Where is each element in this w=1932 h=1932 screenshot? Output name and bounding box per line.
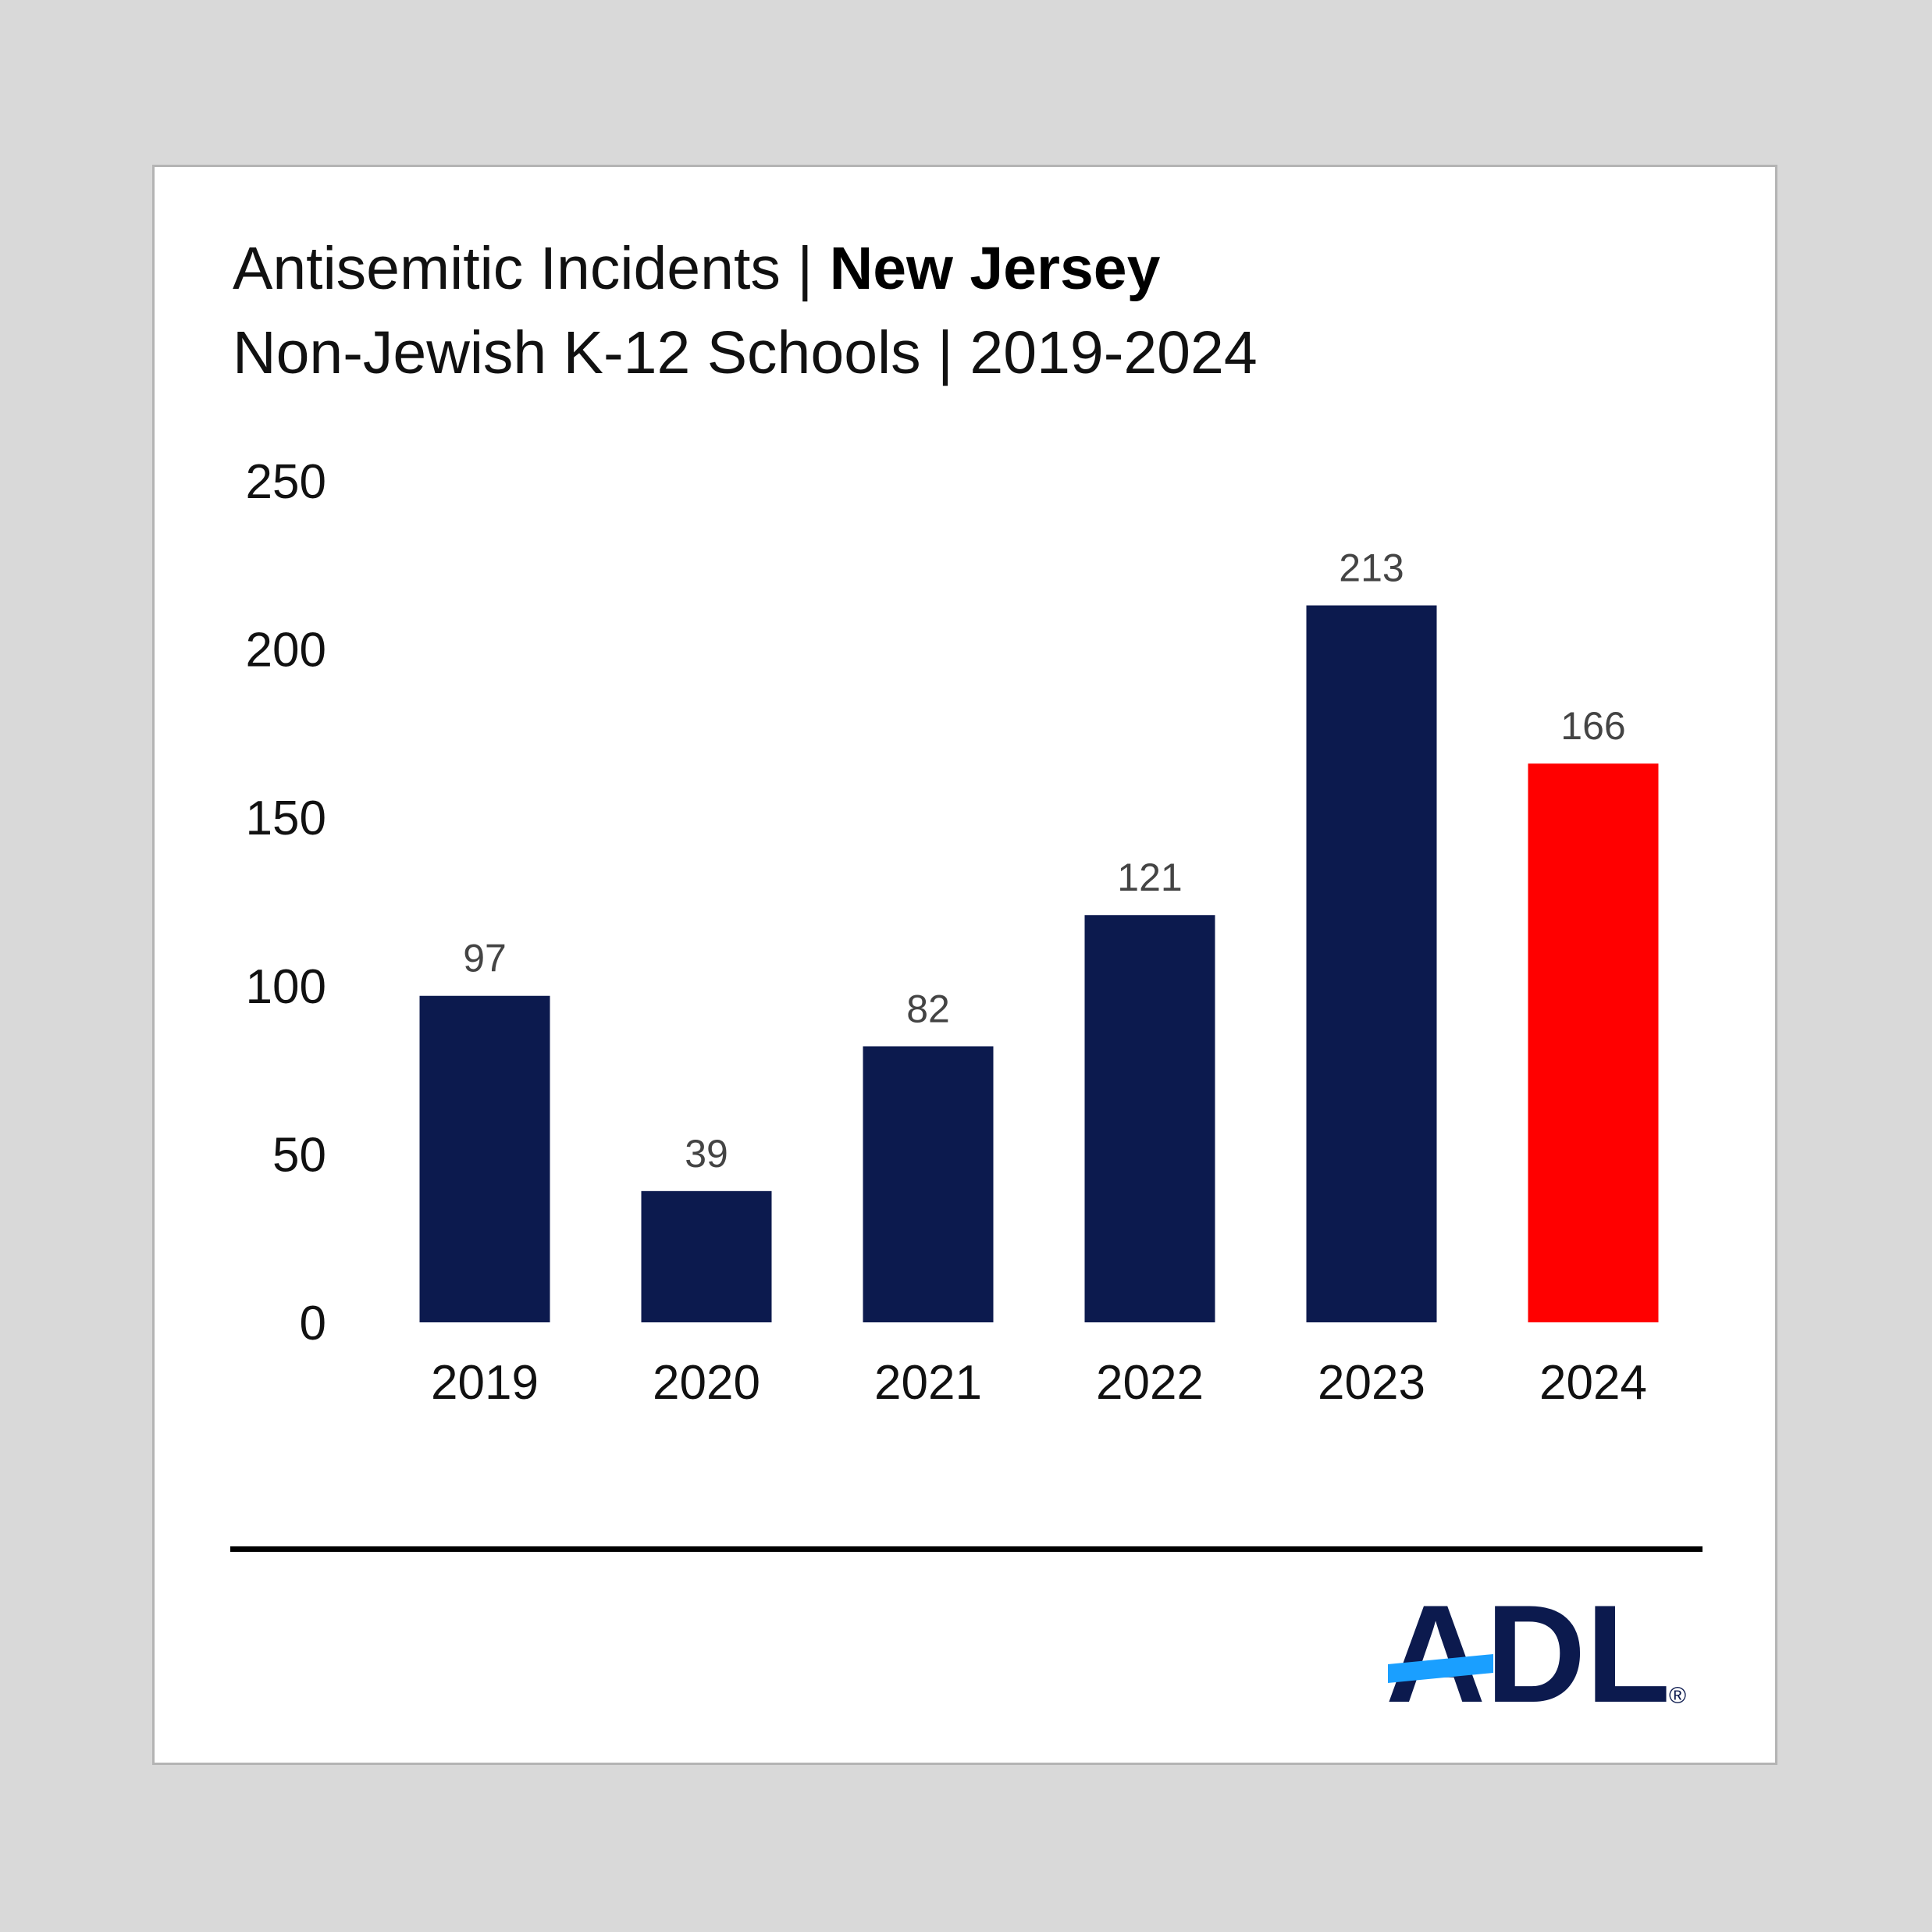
bar-2019 (419, 995, 550, 1322)
adl-logo-accent-stroke (1388, 1654, 1493, 1683)
x-tick-label-2024: 2024 (1539, 1356, 1647, 1410)
y-tick-label: 150 (246, 792, 326, 845)
chart-card (152, 165, 1777, 1765)
y-tick-label: 0 (300, 1297, 326, 1350)
data-label-2022: 121 (1117, 856, 1182, 899)
bar-2021 (863, 1046, 994, 1322)
chart-title: Antisemitic Incidents | New Jersey (233, 228, 1160, 309)
data-label-2021: 82 (906, 987, 950, 1030)
bar-2022 (1084, 915, 1215, 1322)
x-tick-label-2021: 2021 (874, 1356, 982, 1410)
x-tick-label-2022: 2022 (1096, 1356, 1204, 1410)
data-label-2023: 213 (1339, 546, 1404, 590)
data-label-2020: 39 (685, 1132, 728, 1176)
title-prefix: Antisemitic Incidents | (233, 235, 830, 302)
divider-rule (230, 1546, 1703, 1552)
data-label-2019: 97 (463, 937, 507, 980)
x-tick-label-2019: 2019 (431, 1356, 539, 1410)
y-tick-label: 100 (246, 960, 326, 1014)
chart-subtitle: Non-Jewish K-12 Schools | 2019-2024 (233, 319, 1258, 386)
title-state: New Jersey (829, 235, 1161, 302)
y-tick-label: 50 (272, 1128, 326, 1182)
y-tick-label: 200 (246, 624, 326, 678)
adl-logo: ADL ® (1386, 1589, 1686, 1713)
x-tick-label-2023: 2023 (1318, 1356, 1425, 1410)
bar-2020 (641, 1190, 772, 1322)
bar-2024 (1528, 763, 1659, 1322)
adl-logo-text: ADL (1386, 1589, 1670, 1713)
y-tick-label: 250 (246, 455, 326, 509)
x-tick-label-2020: 2020 (653, 1356, 760, 1410)
data-label-2024: 166 (1560, 704, 1625, 748)
bar-2023 (1306, 605, 1437, 1322)
registered-mark-icon: ® (1669, 1683, 1686, 1709)
